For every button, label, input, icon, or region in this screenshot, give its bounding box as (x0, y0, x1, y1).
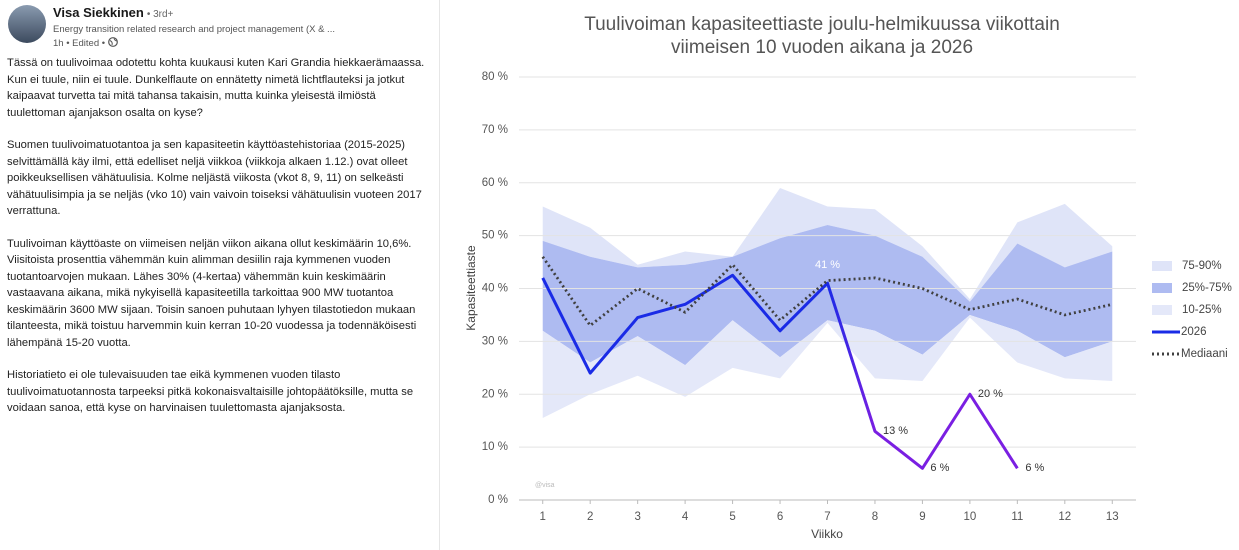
y-tick-label: 60 % (482, 177, 508, 189)
x-axis-label: Viikko (811, 527, 843, 541)
legend-label: 25%-75% (1182, 282, 1232, 294)
globe-icon (107, 37, 118, 47)
author-line: Visa Siekkinen • 3rd+ (53, 5, 173, 20)
avatar[interactable] (8, 5, 46, 43)
paragraph: Suomen tuulivoimatuotantoa ja sen kapasi… (7, 139, 422, 217)
x-tick-label: 12 (1058, 511, 1071, 523)
meta: 1h • Edited • (53, 37, 118, 49)
data-label: 6 % (1025, 462, 1044, 474)
y-tick-label: 10 % (482, 441, 508, 453)
legend-swatch (1152, 305, 1172, 315)
paragraph: Tässä on tuulivoimaa odotettu kohta kuuk… (7, 57, 425, 119)
x-tick-label: 3 (634, 511, 640, 523)
y-tick-label: 30 % (482, 335, 508, 347)
legend-swatch (1152, 283, 1172, 293)
x-tick-label: 8 (872, 511, 878, 523)
legend-label: 10-25% (1182, 304, 1222, 316)
x-tick-label: 11 (1011, 511, 1023, 523)
band (542, 225, 1113, 366)
meta-text: 1h • Edited • (53, 38, 106, 49)
data-label: 20 % (978, 388, 1003, 400)
x-tick-label: 7 (824, 511, 830, 523)
x-tick-label: 10 (963, 511, 976, 523)
paragraph: Historiatieto ei ole tulevaisuuden tae e… (7, 369, 414, 414)
y-tick-label: 70 % (482, 124, 508, 136)
x-tick-label: 5 (729, 511, 735, 523)
x-tick-label: 4 (682, 511, 689, 523)
median-line (541, 255, 1113, 327)
chart-title: Tuulivoiman kapasiteettiaste joulu-helmi… (584, 14, 1060, 35)
legend-label: Mediaani (1181, 348, 1228, 360)
x-tick-label: 6 (777, 511, 783, 523)
legend-entry: Mediaani (1152, 348, 1228, 360)
chart-subtitle: viimeisen 10 vuoden aikana ja 2026 (671, 37, 973, 58)
legend-entry: 75-90% (1152, 260, 1222, 272)
y-tick-label: 20 % (482, 388, 508, 400)
headline: Energy transition related research and p… (53, 24, 335, 35)
post-body: Tässä on tuulivoimaa odotettu kohta kuuk… (7, 55, 432, 433)
x-tick-label: 9 (919, 511, 925, 523)
y-axis-label: Kapasiteettiaste (464, 245, 478, 331)
data-label: 13 % (883, 425, 908, 437)
legend-entry: 25%-75% (1152, 282, 1232, 294)
y-tick-label: 50 % (482, 230, 508, 242)
data-label: 6 % (930, 462, 949, 474)
legend-swatch (1152, 261, 1172, 271)
watermark: @visa (535, 482, 555, 489)
x-tick-label: 2 (587, 511, 593, 523)
paragraph: Tuulivoiman käyttöaste on viimeisen nelj… (7, 237, 417, 349)
post: Visa Siekkinen • 3rd+ Energy transition r… (0, 0, 440, 550)
band (542, 314, 1113, 419)
legend-label: 75-90% (1182, 260, 1222, 272)
line (541, 273, 1019, 470)
x-tick-label: 13 (1106, 511, 1119, 523)
legend-label: 2026 (1181, 326, 1207, 338)
y-tick-label: 0 % (488, 494, 508, 506)
legend-entry: 2026 (1152, 326, 1207, 338)
legend-entry: 10-25% (1152, 304, 1222, 316)
degree: • 3rd+ (146, 9, 174, 20)
y-tick-label: 40 % (482, 283, 508, 295)
band (542, 188, 1113, 302)
data-label: 41 % (815, 259, 840, 271)
y-tick-label: 80 % (482, 71, 508, 83)
author[interactable]: Visa Siekkinen (53, 5, 144, 20)
x-tick-label: 1 (540, 511, 546, 523)
